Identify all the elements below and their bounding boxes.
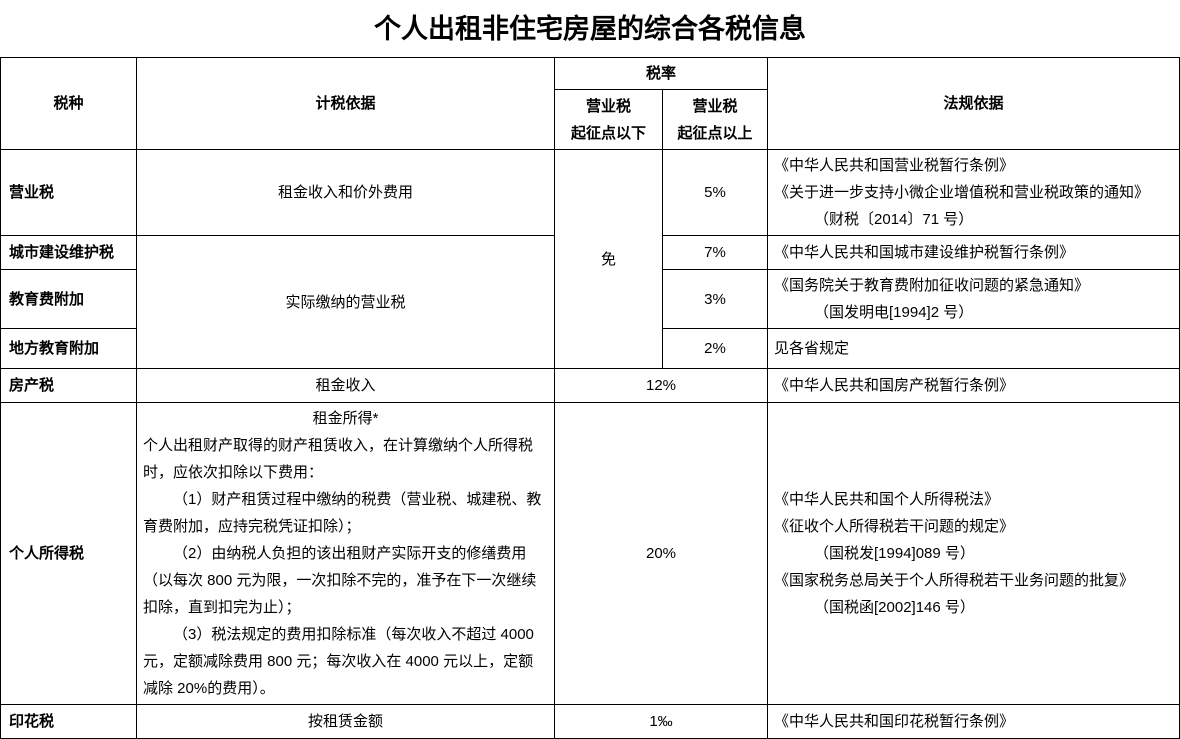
- header-rate-below-line1: 营业税: [585, 97, 631, 115]
- tax-name-cell: 个人所得税: [0, 402, 137, 705]
- header-rate-below-line2: 起征点以下: [570, 124, 646, 142]
- rate-cell: 1‰: [553, 704, 769, 739]
- tax-name-cell: 城市建设维护税: [0, 235, 137, 270]
- page: 个人出租非住宅房屋的综合各税信息 税种 计税依据 税率 法规依据 营业税 起征点…: [0, 7, 1180, 739]
- legal-basis-cell: 《中华人民共和国个人所得税法》 《征收个人所得税若干问题的规定》 （国税发[19…: [767, 402, 1180, 705]
- legal-line: 《征收个人所得税若干问题的规定》: [774, 518, 1015, 535]
- tax-name-cell: 教育费附加: [0, 269, 137, 329]
- page-title: 个人出租非住宅房屋的综合各税信息: [374, 14, 806, 44]
- legal-basis-cell: 《中华人民共和国营业税暂行条例》 《关于进一步支持小微企业增值税和营业税政策的通…: [767, 149, 1180, 236]
- rate-below-exempt-cell: 免: [554, 149, 663, 369]
- header-tax-type: 税种: [0, 57, 137, 150]
- tax-basis-cell: 按租赁金额: [136, 704, 555, 739]
- tax-name-cell: 印花税: [0, 704, 137, 739]
- header-tax-rate: 税率: [553, 57, 769, 90]
- legal-line: 《国务院关于教育费附加征收问题的紧急通知》: [774, 277, 1090, 294]
- tax-name-cell: 房产税: [0, 368, 137, 403]
- legal-line: （国税函[2002]146 号）: [814, 599, 975, 616]
- header-tax-basis: 计税依据: [136, 57, 555, 150]
- tax-name-cell: 地方教育附加: [0, 328, 137, 369]
- legal-basis-cell: 见各省规定: [767, 328, 1180, 369]
- basis-line: （1）财产租赁过程中缴纳的税费（营业税、城建税、教育费附加，应持完税凭证扣除）；: [143, 491, 542, 535]
- rate-above-cell: 7%: [661, 235, 769, 270]
- header-rate-above-line1: 营业税: [692, 97, 738, 115]
- legal-line: （国发明电[1994]2 号）: [814, 304, 974, 321]
- tax-name-cell: 营业税: [0, 149, 137, 236]
- legal-line: 《国家税务总局关于个人所得税若干业务问题的批复》: [774, 572, 1135, 589]
- table-row-stamp-tax: 印花税 按租赁金额 1‰ 《中华人民共和国印花税暂行条例》: [0, 704, 1180, 739]
- basis-title: 租金所得*: [312, 410, 379, 427]
- table-row-education-surcharge: 教育费附加 3% 《国务院关于教育费附加征收问题的紧急通知》 （国发明电[199…: [0, 269, 1180, 329]
- legal-basis-cell: 《中华人民共和国房产税暂行条例》: [767, 368, 1180, 403]
- basis-line: （3）税法规定的费用扣除标准（每次收入不超过 4000 元，定额减除费用 800…: [143, 626, 534, 697]
- header-rate-above-threshold: 营业税 起征点以上: [661, 89, 769, 150]
- rate-cell: 12%: [553, 368, 769, 403]
- header-row-sub: 营业税 起征点以下 营业税 起征点以上: [1, 89, 1180, 150]
- rate-above-cell: 2%: [661, 328, 769, 369]
- legal-line: 《中华人民共和国个人所得税法》: [774, 491, 1000, 508]
- rate-above-cell: 3%: [661, 269, 769, 329]
- table-row-urban-construction-tax: 城市建设维护税 实际缴纳的营业税 7% 《中华人民共和国城市建设维护税暂行条例》: [0, 235, 1180, 369]
- basis-line: （2）由纳税人负担的该出租财产实际开支的修缮费用（以每次 800 元为限，一次扣…: [143, 545, 537, 616]
- legal-basis-cell: 《中华人民共和国印花税暂行条例》: [767, 704, 1180, 739]
- rate-above-cell: 5%: [661, 149, 769, 236]
- legal-basis-cell: 《国务院关于教育费附加征收问题的紧急通知》 （国发明电[1994]2 号）: [767, 269, 1180, 329]
- tax-info-table: 税种 计税依据 税率 法规依据 营业税 起征点以下 营业税 起征点以上 营业税 …: [0, 57, 1180, 739]
- table-row-personal-income-tax: 个人所得税 租金所得* 个人出租财产取得的财产租赁收入，在计算缴纳个人所得税时，…: [0, 402, 1180, 705]
- table-row-business-tax: 营业税 租金收入和价外费用 免 5% 《中华人民共和国营业税暂行条例》 《关于进…: [0, 149, 1180, 369]
- legal-line: 《关于进一步支持小微企业增值税和营业税政策的通知》: [774, 184, 1150, 201]
- basis-line: 个人出租财产取得的财产租赁收入，在计算缴纳个人所得税时，应依次扣除以下费用：: [143, 437, 534, 481]
- header-legal-basis: 法规依据: [767, 57, 1180, 150]
- table-row-property-tax: 房产税 租金收入 12% 《中华人民共和国房产税暂行条例》: [0, 368, 1180, 403]
- legal-line: （财税〔2014〕71 号）: [814, 211, 974, 228]
- legal-line: 《中华人民共和国营业税暂行条例》: [774, 157, 1015, 174]
- tax-basis-cell: 租金收入和价外费用: [136, 149, 555, 236]
- legal-basis-cell: 《中华人民共和国城市建设维护税暂行条例》: [767, 235, 1180, 270]
- header-row-top: 税种 计税依据 税率 法规依据: [0, 57, 1180, 150]
- tax-basis-cell: 实际缴纳的营业税: [136, 235, 555, 369]
- tax-basis-cell: 租金收入: [136, 368, 555, 403]
- legal-line: （国税发[1994]089 号）: [814, 545, 975, 562]
- rate-cell: 20%: [553, 402, 769, 705]
- table-row-local-education-surcharge: 地方教育附加 2% 见各省规定: [0, 328, 1180, 369]
- tax-basis-cell: 租金所得* 个人出租财产取得的财产租赁收入，在计算缴纳个人所得税时，应依次扣除以…: [136, 402, 555, 705]
- header-rate-above-line2: 起征点以上: [677, 124, 753, 142]
- header-rate-below-threshold: 营业税 起征点以下: [554, 89, 663, 150]
